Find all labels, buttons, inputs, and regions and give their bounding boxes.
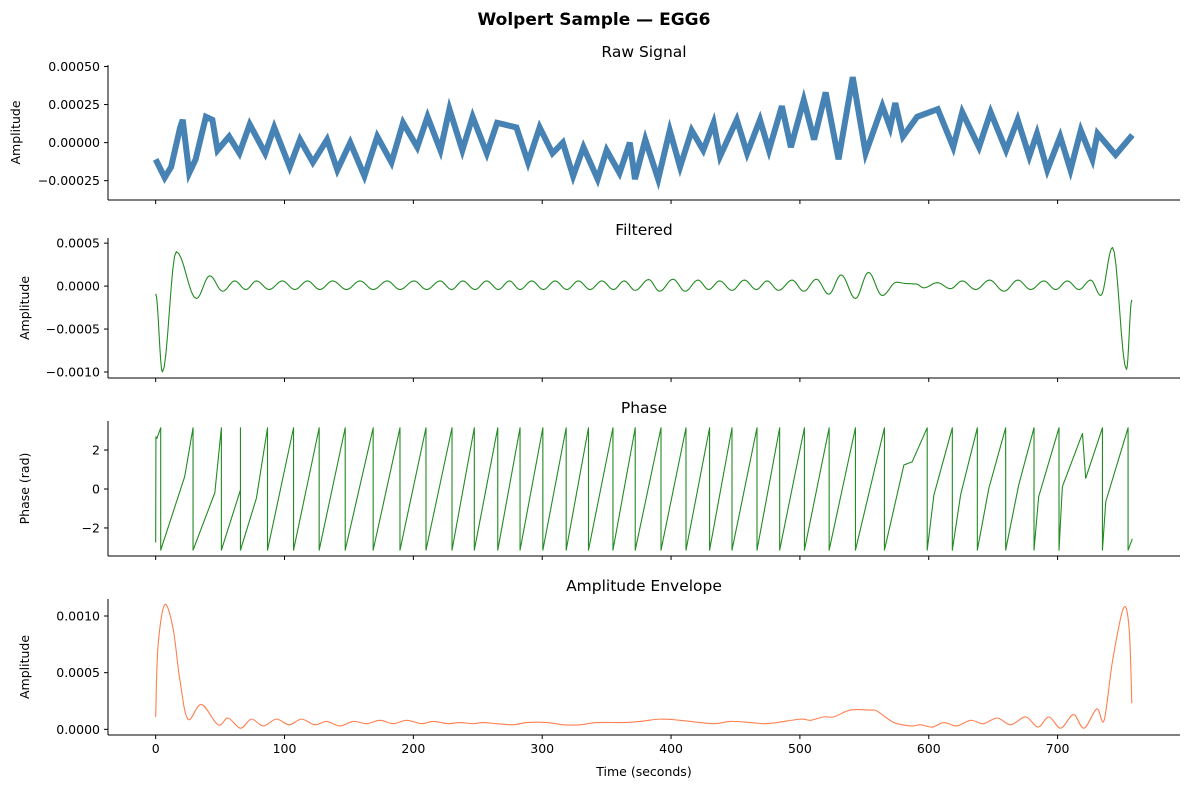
x-tick-label: 700 xyxy=(1046,741,1070,756)
y-tick-label: −0.0005 xyxy=(46,322,100,337)
y-axis-label: Amplitude xyxy=(8,100,23,164)
y-tick-label: 0.0000 xyxy=(56,722,100,737)
y-tick-label: 0 xyxy=(92,481,100,496)
subplot-title: Filtered xyxy=(615,221,672,239)
x-tick-label: 300 xyxy=(530,741,554,756)
subplot-title: Phase xyxy=(621,399,667,417)
x-tick-label: 600 xyxy=(917,741,941,756)
series-line-raw-signal xyxy=(152,76,1135,191)
y-axis-label: Amplitude xyxy=(17,276,32,340)
y-tick-label: 0.0005 xyxy=(56,665,100,680)
series-line-filtered xyxy=(155,246,1133,373)
x-tick-label: 100 xyxy=(273,741,297,756)
y-axis-label: Phase (rad) xyxy=(17,453,32,525)
y-tick-label: 0.0005 xyxy=(56,236,100,251)
subplot-4: Amplitude Envelope Amplitude 0.0000 0.0005 0… xyxy=(17,577,1180,756)
y-tick-label: −2 xyxy=(82,520,100,535)
x-tick-label: 0 xyxy=(152,741,160,756)
y-tick-label: −0.00025 xyxy=(38,173,100,188)
subplot-2: Filtered Amplitude −0.0010 −0.0005 0.0000 0.0… xyxy=(17,221,1180,382)
y-tick-label: 2 xyxy=(92,443,100,458)
y-tick-label: 0.00050 xyxy=(48,59,100,74)
series-line-amplitude-envelope xyxy=(155,603,1133,729)
y-tick-label: 0.0000 xyxy=(56,279,100,294)
subplot-3: Phase Phase (rad) −2 0 2 xyxy=(17,399,1180,560)
y-tick-label: −0.0010 xyxy=(46,364,100,379)
x-tick-label: 400 xyxy=(659,741,683,756)
y-tick-label: 0.0010 xyxy=(56,609,100,624)
x-tick-label: 500 xyxy=(788,741,812,756)
subplot-title: Amplitude Envelope xyxy=(566,577,722,595)
figure-title: Wolpert Sample — EGG6 xyxy=(478,10,711,30)
x-axis-label: Time (seconds) xyxy=(595,764,691,779)
x-tick-label: 200 xyxy=(401,741,425,756)
subplot-1: Raw Signal Amplitude −0.00025 0.00000 0.0002… xyxy=(8,43,1180,204)
subplot-title: Raw Signal xyxy=(601,43,686,61)
y-tick-label: 0.00000 xyxy=(48,135,100,150)
series-line-phase xyxy=(155,427,1133,551)
y-tick-label: 0.00025 xyxy=(48,97,100,112)
y-axis-label: Amplitude xyxy=(17,635,32,699)
